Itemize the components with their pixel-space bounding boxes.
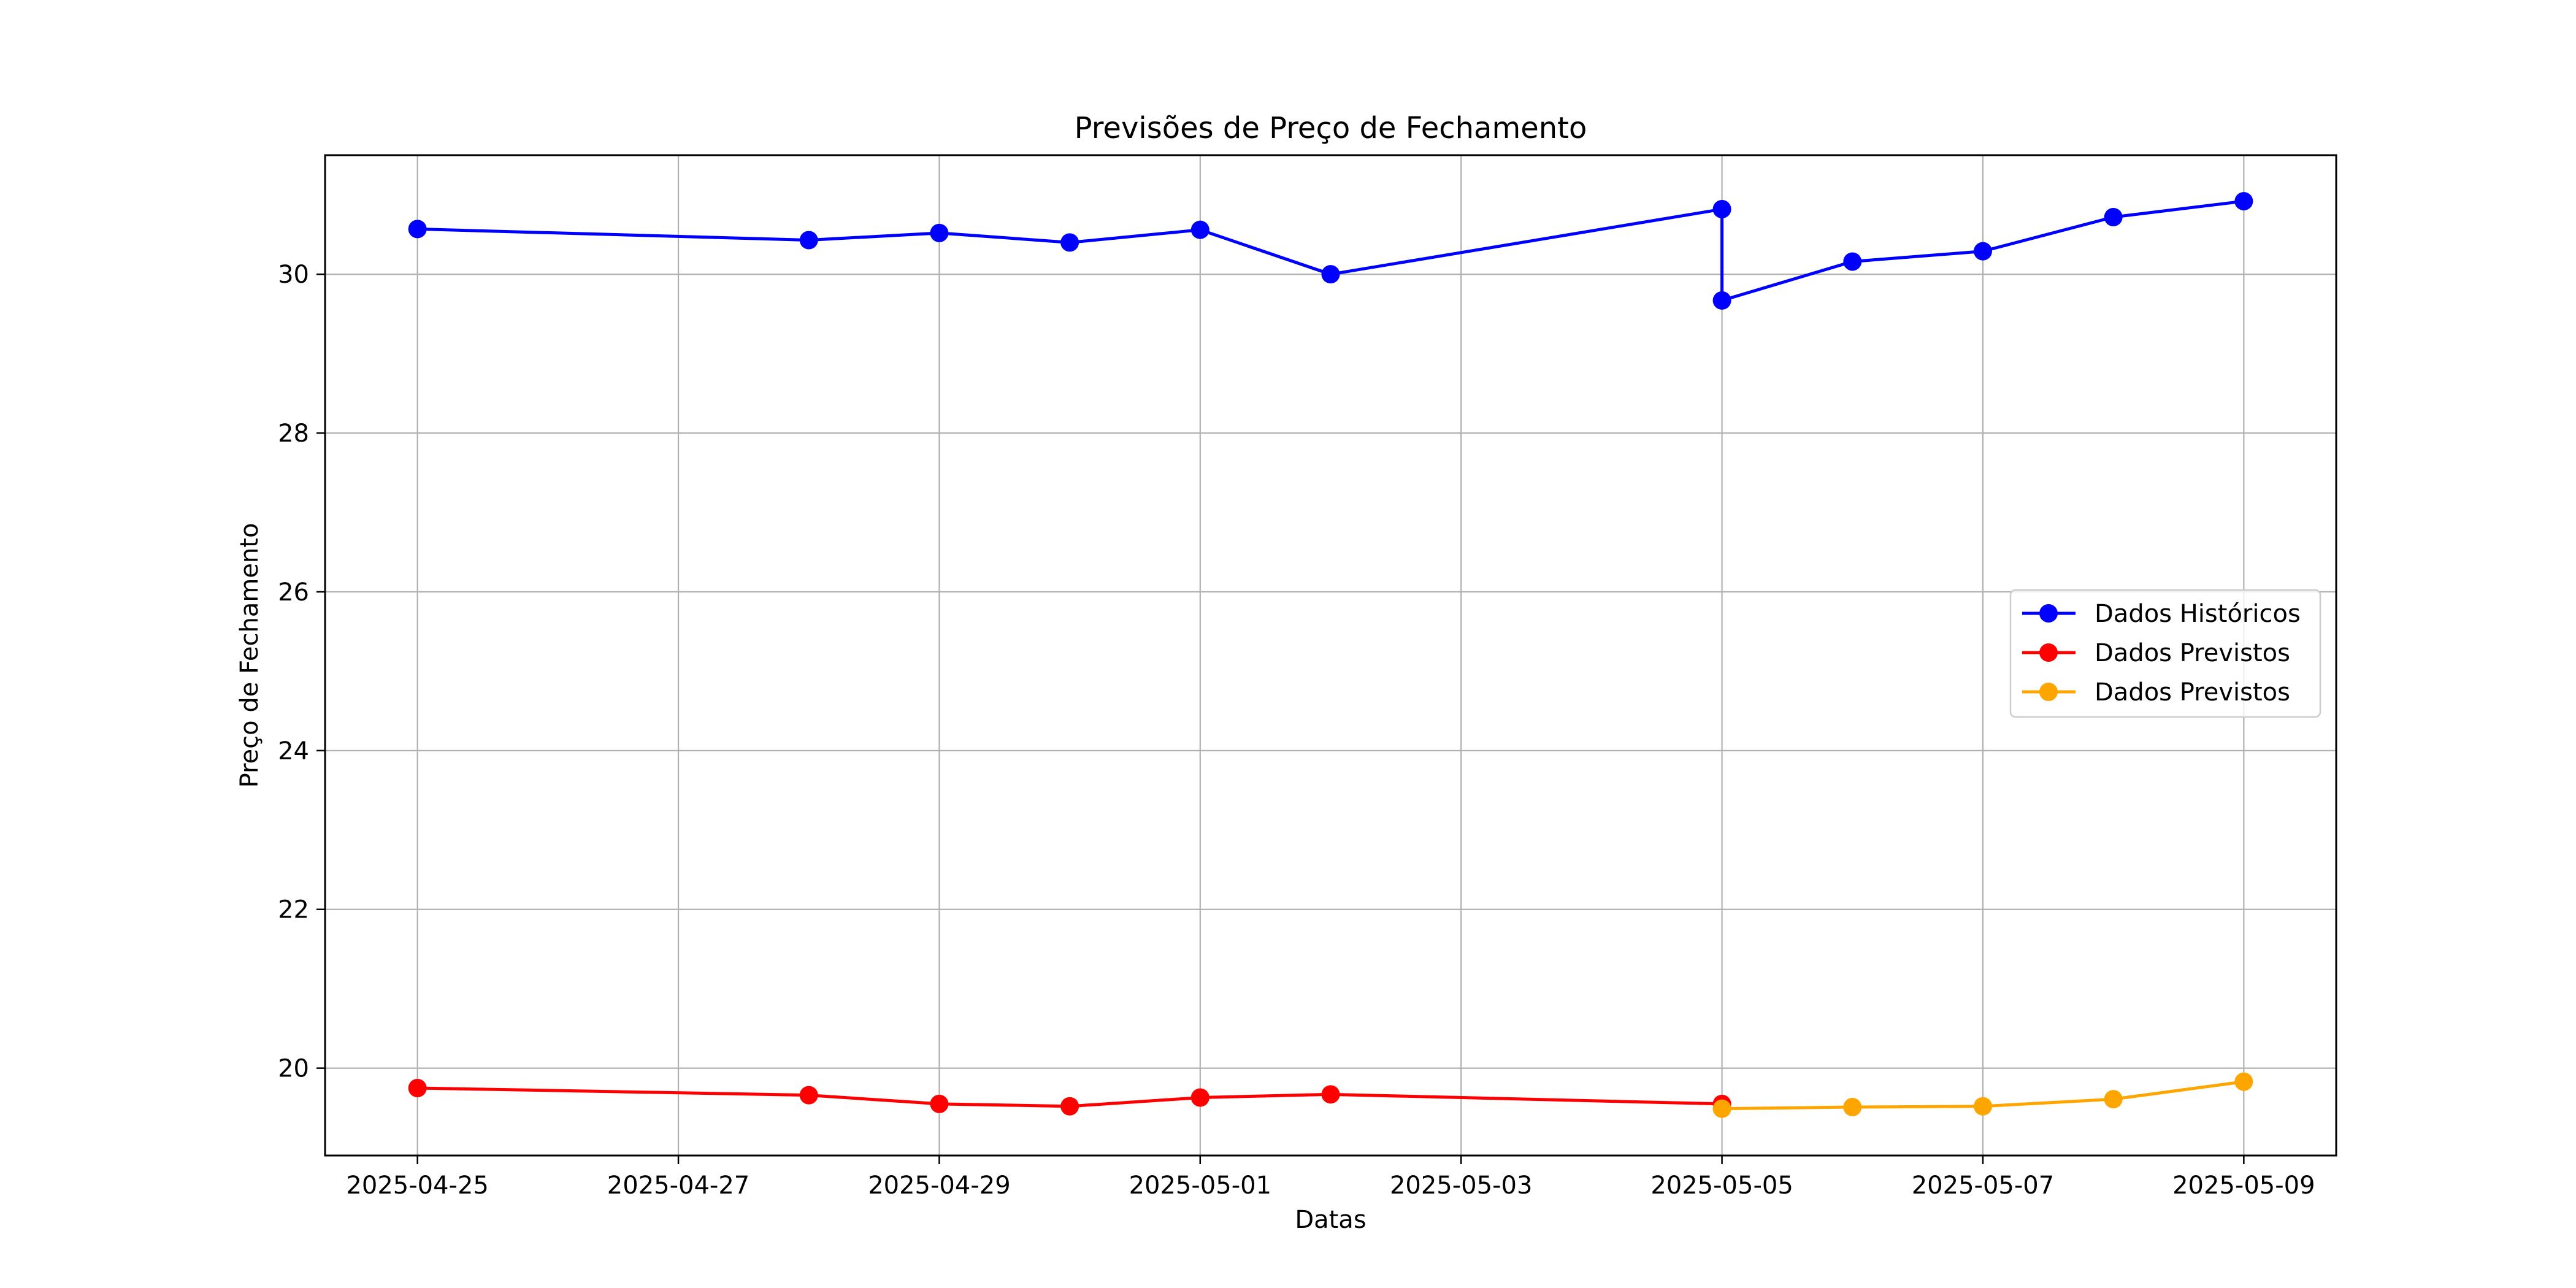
- data-point: [1843, 1098, 1862, 1117]
- data-point: [2104, 207, 2123, 226]
- data-point: [799, 231, 818, 250]
- x-tick-label: 2025-04-27: [607, 1171, 749, 1200]
- x-tick-label: 2025-05-01: [1129, 1171, 1271, 1200]
- data-point: [1190, 220, 1209, 239]
- data-point: [1973, 242, 1992, 261]
- y-tick-label: 22: [278, 896, 309, 924]
- series-3: [1712, 1072, 2253, 1118]
- data-point: [1321, 265, 1340, 284]
- data-point: [1843, 252, 1862, 271]
- y-tick-label: 30: [278, 261, 309, 289]
- data-point: [930, 223, 949, 242]
- x-tick-label: 2025-05-07: [1912, 1171, 2054, 1200]
- series-line: [417, 199, 2244, 302]
- data-point: [1712, 1099, 1731, 1118]
- y-tick-label: 24: [278, 737, 309, 765]
- data-point: [1060, 233, 1079, 252]
- data-point: [799, 1086, 818, 1105]
- legend-marker-swatch: [2039, 604, 2058, 623]
- data-point: [1712, 291, 1731, 310]
- data-point: [930, 1094, 949, 1113]
- y-axis-label: Preço de Fechamento: [236, 523, 264, 788]
- x-tick-label: 2025-04-29: [868, 1171, 1010, 1200]
- y-tick-label: 26: [278, 578, 309, 607]
- legend-item: Dados Previstos: [2022, 678, 2290, 707]
- data-point: [1712, 200, 1731, 219]
- legend-item: Dados Previstos: [2022, 639, 2290, 667]
- x-axis-label: Datas: [1295, 1206, 1366, 1234]
- chart-title: Previsões de Preço de Fechamento: [1075, 111, 1587, 145]
- data-point: [408, 220, 427, 239]
- y-tick-label: 20: [278, 1055, 309, 1083]
- legend-box: [2009, 589, 2321, 718]
- legend-item: Dados Históricos: [2022, 600, 2301, 628]
- data-point: [2104, 1090, 2123, 1109]
- data-point: [2234, 192, 2253, 211]
- legend-label: Dados Previstos: [2095, 639, 2290, 667]
- legend-marker-swatch: [2039, 643, 2058, 662]
- series-group: [408, 192, 2253, 1118]
- series-1: [408, 192, 2253, 310]
- data-point: [2234, 1072, 2253, 1091]
- legend-label: Dados Históricos: [2095, 600, 2301, 628]
- legend: Dados Históricos Dados Previstos Dados Pre…: [2009, 589, 2321, 718]
- data-point: [1060, 1097, 1079, 1116]
- data-point: [1321, 1085, 1340, 1104]
- data-point: [1973, 1097, 1992, 1116]
- x-tick-label: 2025-05-09: [2172, 1171, 2315, 1200]
- legend-label: Dados Previstos: [2095, 678, 2290, 707]
- legend-marker-swatch: [2039, 683, 2058, 701]
- data-point: [408, 1078, 427, 1097]
- y-tick-label: 28: [278, 420, 309, 448]
- plot-frame: [324, 154, 2337, 1157]
- x-tick-label: 2025-05-05: [1650, 1171, 1793, 1200]
- axis-ticks: 2025-04-25 2025-04-27 2025-04-29 2025-05-01…: [278, 261, 2315, 1200]
- x-tick-label: 2025-04-25: [346, 1171, 488, 1200]
- data-point: [1190, 1088, 1209, 1107]
- x-tick-label: 2025-05-03: [1390, 1171, 1532, 1200]
